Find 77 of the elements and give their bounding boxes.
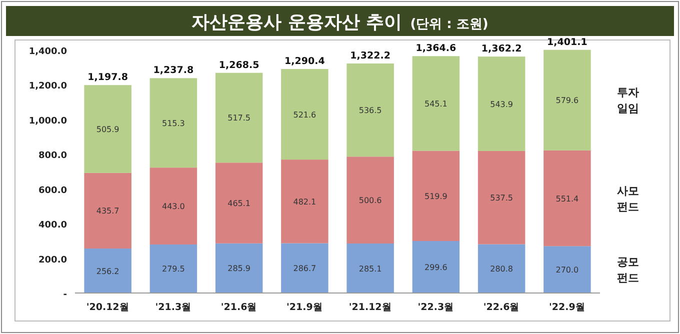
bar <box>150 168 198 244</box>
data-label: 545.1 <box>424 99 448 108</box>
total-label: 1,401.1 <box>547 36 588 48</box>
text: 공모 펀드 <box>617 256 639 285</box>
y-tick-label: 400.0 <box>38 220 67 231</box>
total-label: 1,197.8 <box>88 72 128 84</box>
x-tick-label: '22.3월 <box>418 302 454 313</box>
total-label: 1,322.2 <box>350 50 390 62</box>
bar <box>281 243 328 293</box>
bar <box>544 150 591 246</box>
data-label: 515.3 <box>162 118 185 128</box>
bar <box>478 244 526 293</box>
total-label: 1,362.2 <box>481 44 522 55</box>
bar <box>281 160 328 244</box>
text: 투자 일임 <box>617 86 639 116</box>
chart-subtitle: (단위 : 조원) <box>410 17 488 32</box>
x-tick-label: '22.6월 <box>483 302 520 313</box>
bar <box>84 248 132 293</box>
bar <box>150 78 198 168</box>
bar <box>215 243 263 293</box>
total-label: 1,290.4 <box>284 56 326 68</box>
bar <box>412 150 460 241</box>
bar <box>346 64 394 157</box>
data-label: 482.1 <box>293 197 316 206</box>
data-label: 551.4 <box>556 194 579 204</box>
data-label: 285.1 <box>358 264 382 274</box>
bar <box>84 85 132 173</box>
bar <box>150 244 198 293</box>
y-tick-label: 800.0 <box>38 151 67 162</box>
data-label: 505.9 <box>96 125 120 134</box>
y-tick-label: - <box>63 290 68 300</box>
x-tick-label: '21.12월 <box>348 302 392 313</box>
data-label: 536.5 <box>358 106 382 116</box>
data-label: 521.6 <box>293 110 316 120</box>
data-label: 500.6 <box>358 196 382 206</box>
x-tick-label: '22.9월 <box>549 302 586 313</box>
data-label: 256.2 <box>96 266 120 276</box>
y-tick-label: 600.0 <box>38 186 67 196</box>
x-tick-label: '21.9월 <box>286 302 323 313</box>
total-label: 1,237.8 <box>153 65 194 76</box>
data-label: 519.9 <box>424 192 448 201</box>
data-label: 443.0 <box>162 202 185 212</box>
chart-title: 자산운용사 운용자산 추이 <box>192 12 402 33</box>
data-label: 270.0 <box>556 266 579 275</box>
data-label: 465.1 <box>228 199 251 208</box>
data-label: 280.8 <box>490 264 514 274</box>
data-label: 286.7 <box>293 264 316 274</box>
bar <box>281 69 328 160</box>
bar <box>478 56 526 151</box>
data-label: 579.6 <box>556 96 579 106</box>
y-tick-label: 200.0 <box>38 255 67 266</box>
bar <box>215 72 263 163</box>
text: 사모 펀드 <box>617 184 639 214</box>
bar <box>544 246 591 293</box>
data-label: 435.7 <box>96 206 120 216</box>
data-label: 517.5 <box>228 114 251 123</box>
data-label: 279.5 <box>162 264 185 274</box>
y-tick-label: 1,400.0 <box>28 47 67 57</box>
data-label: 285.9 <box>228 264 251 274</box>
data-label: 543.9 <box>490 100 514 109</box>
y-tick-label: 1,000.0 <box>28 116 67 126</box>
data-label: 537.5 <box>490 194 514 203</box>
x-tick-label: '21.3월 <box>155 302 192 313</box>
data-label: 299.6 <box>424 263 448 272</box>
x-tick-label: '21.6월 <box>220 302 258 313</box>
bar <box>346 244 394 293</box>
bar <box>84 172 132 249</box>
y-tick-label: 1,200.0 <box>28 82 67 92</box>
bar <box>215 162 263 244</box>
total-label: 1,364.6 <box>416 43 456 54</box>
bar <box>478 150 526 244</box>
total-label: 1,268.5 <box>218 60 260 71</box>
bar <box>412 241 460 293</box>
bar <box>412 56 460 151</box>
bar <box>346 156 394 244</box>
x-tick-label: '20.12월 <box>86 302 130 313</box>
bar <box>544 50 591 150</box>
